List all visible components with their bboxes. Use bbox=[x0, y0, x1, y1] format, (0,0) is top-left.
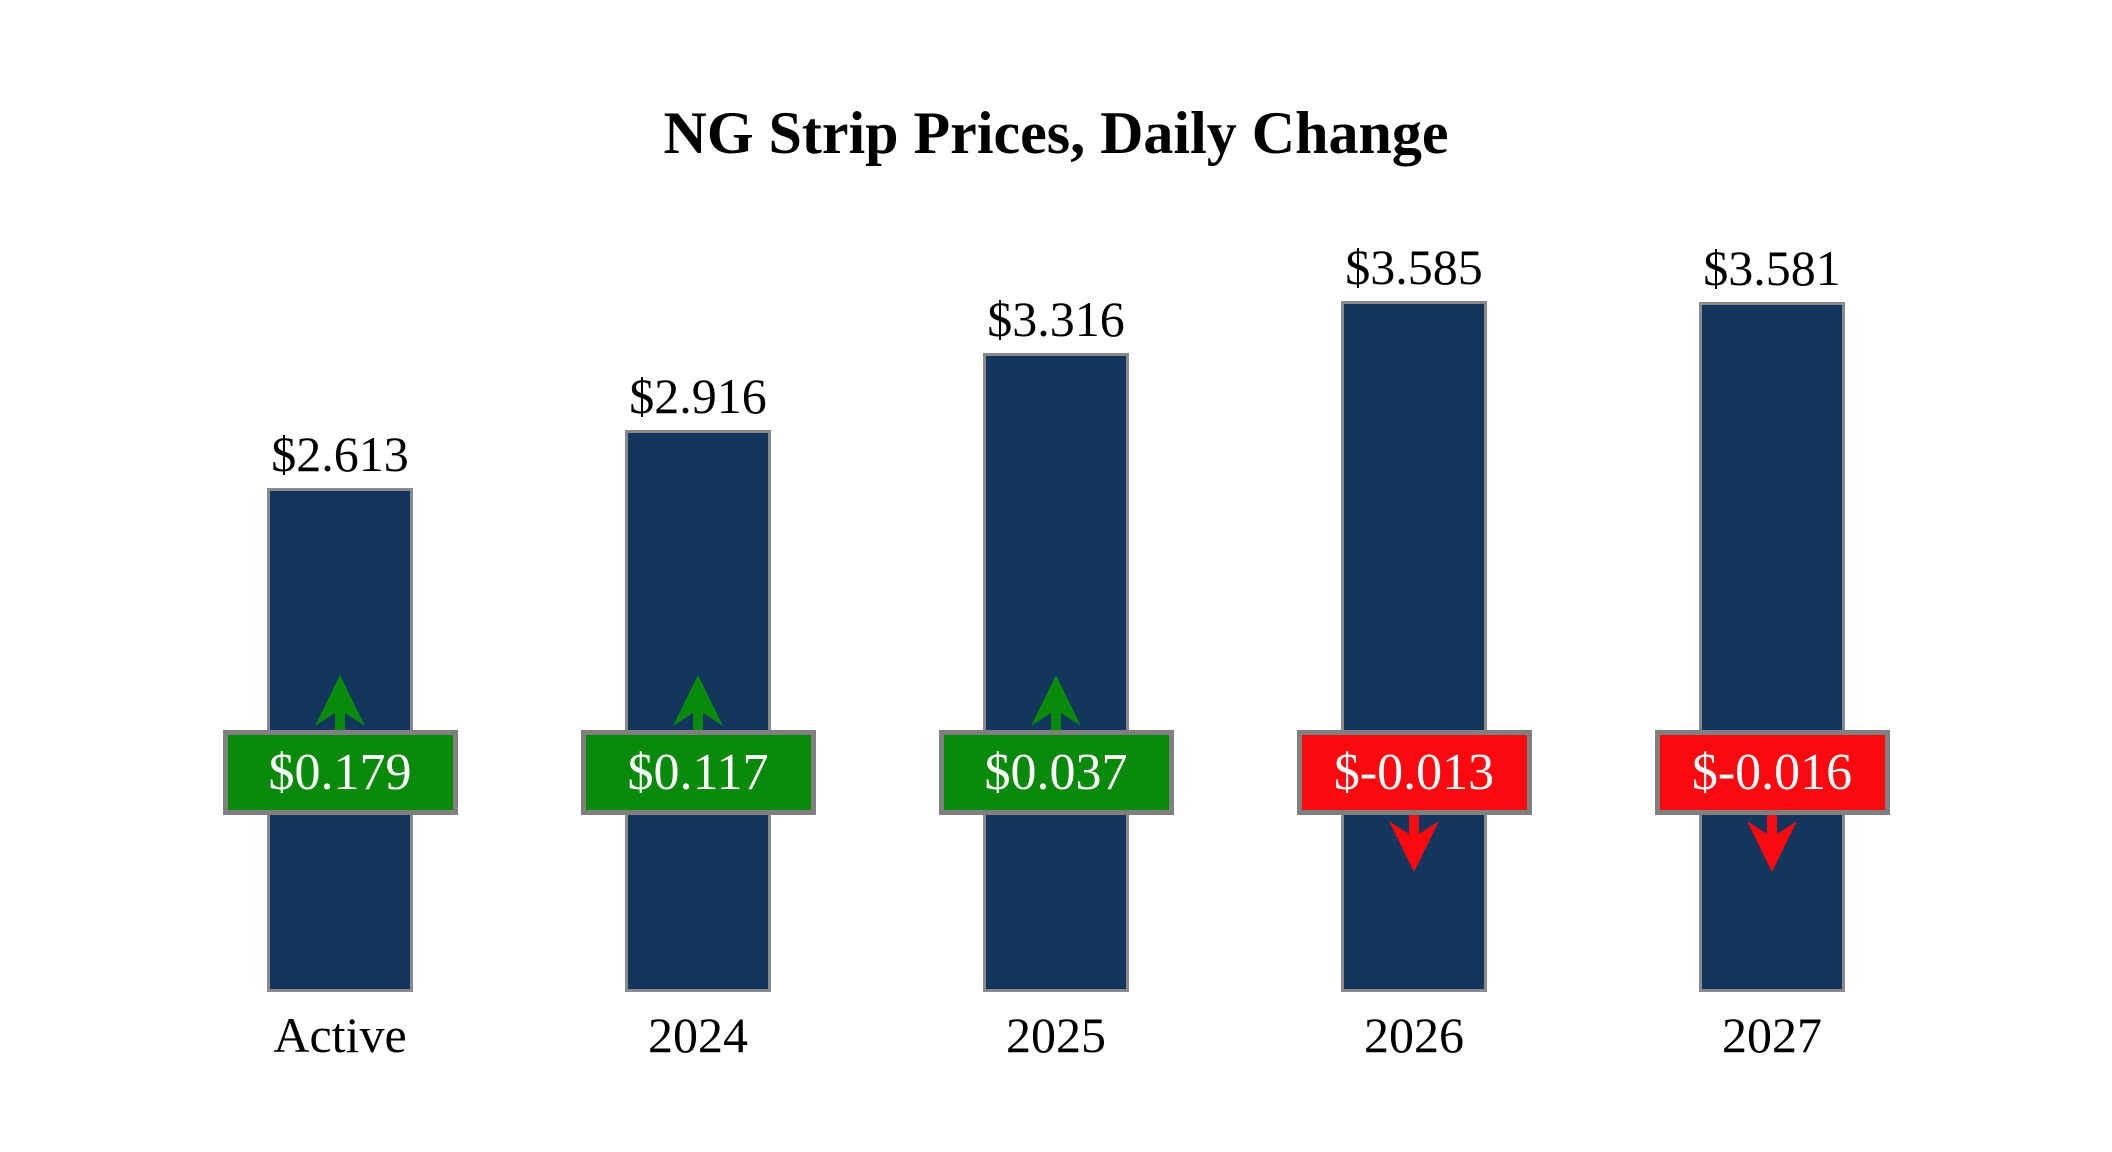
price-label: $2.916 bbox=[629, 368, 767, 424]
category-label: 2025 bbox=[1006, 1007, 1106, 1063]
up-arrow-icon bbox=[673, 675, 723, 733]
category-label: Active bbox=[273, 1007, 407, 1063]
down-arrow-icon bbox=[1389, 815, 1439, 872]
change-value: $0.037 bbox=[984, 743, 1128, 801]
change-value: $-0.013 bbox=[1333, 743, 1495, 801]
positive-change-badge: $0.117 bbox=[580, 730, 816, 815]
up-arrow-icon bbox=[315, 675, 365, 733]
negative-change-badge: $-0.016 bbox=[1654, 730, 1890, 815]
price-label: $2.613 bbox=[271, 426, 409, 482]
positive-change-badge: $0.179 bbox=[222, 730, 458, 815]
change-value: $-0.016 bbox=[1691, 743, 1853, 801]
positive-change-badge: $0.037 bbox=[938, 730, 1174, 815]
chart-title: NG Strip Prices, Daily Change bbox=[663, 100, 1449, 166]
price-label: $3.316 bbox=[987, 291, 1125, 347]
price-label: $3.585 bbox=[1345, 239, 1483, 295]
bar-2025 bbox=[983, 353, 1129, 992]
bar-2027 bbox=[1699, 302, 1845, 992]
change-value: $0.117 bbox=[627, 743, 769, 801]
bar-2026 bbox=[1341, 301, 1487, 992]
category-label: 2026 bbox=[1364, 1007, 1464, 1063]
negative-change-badge: $-0.013 bbox=[1296, 730, 1532, 815]
category-label: 2024 bbox=[648, 1007, 748, 1063]
up-arrow-icon bbox=[1031, 675, 1081, 733]
price-label: $3.581 bbox=[1703, 240, 1841, 296]
change-value: $0.179 bbox=[268, 743, 412, 801]
category-label: 2027 bbox=[1722, 1007, 1822, 1063]
down-arrow-icon bbox=[1747, 815, 1797, 872]
